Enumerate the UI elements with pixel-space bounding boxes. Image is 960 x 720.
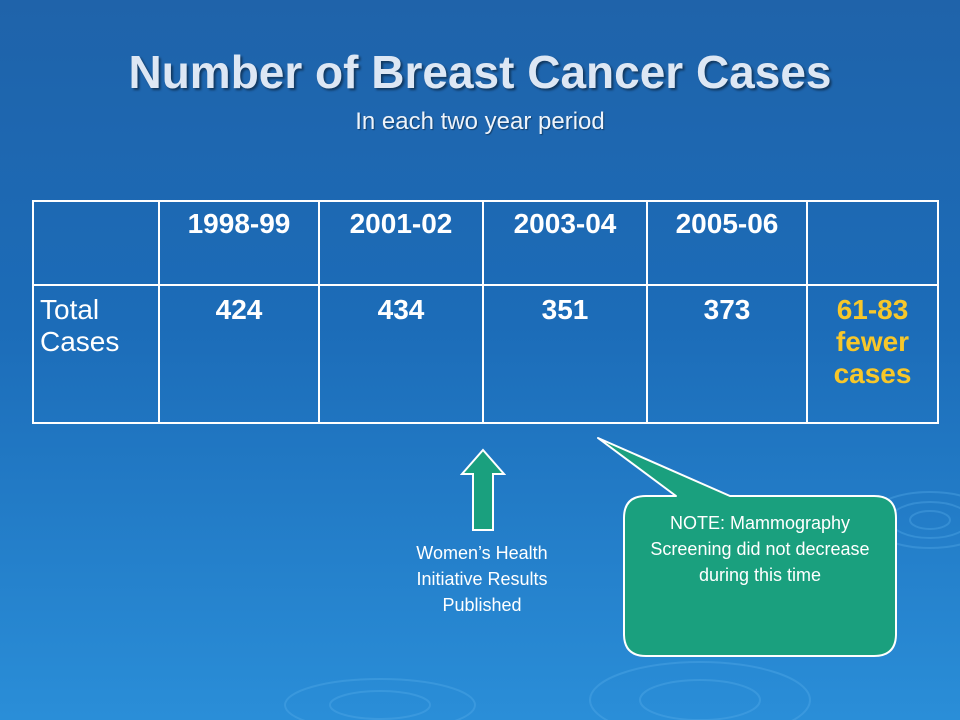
callout-note-text: NOTE: Mammography Screening did not decr… — [650, 513, 870, 585]
cell-value: 351 — [482, 284, 648, 424]
header-cell-summary — [806, 200, 939, 286]
row-label: Total Cases — [32, 284, 160, 424]
callout-bubble — [597, 437, 897, 657]
header-cell-2001-02: 2001-02 — [318, 200, 484, 286]
header-cell-1998-99: 1998-99 — [158, 200, 320, 286]
whi-annotation-label: Women’s Health Initiative Results Publis… — [416, 543, 548, 615]
header-cell-empty — [32, 200, 160, 286]
cell-value: 373 — [646, 284, 808, 424]
header-cell-2005-06: 2005-06 — [646, 200, 808, 286]
cases-table: 1998-99 2001-02 2003-04 2005-06 Total Ca… — [32, 200, 939, 424]
up-arrow-icon — [460, 448, 506, 531]
slide-subtitle: In each two year period — [355, 108, 605, 135]
cell-value: 434 — [318, 284, 484, 424]
header-cell-2003-04: 2003-04 — [482, 200, 648, 286]
summary-cell: 61-83 fewer cases — [806, 284, 939, 424]
table-row: Total Cases 424 434 351 373 61-83 fewer … — [32, 284, 939, 424]
slide-title: Number of Breast Cancer Cases — [128, 46, 832, 98]
table-header-row: 1998-99 2001-02 2003-04 2005-06 — [32, 200, 939, 286]
cell-value: 424 — [158, 284, 320, 424]
